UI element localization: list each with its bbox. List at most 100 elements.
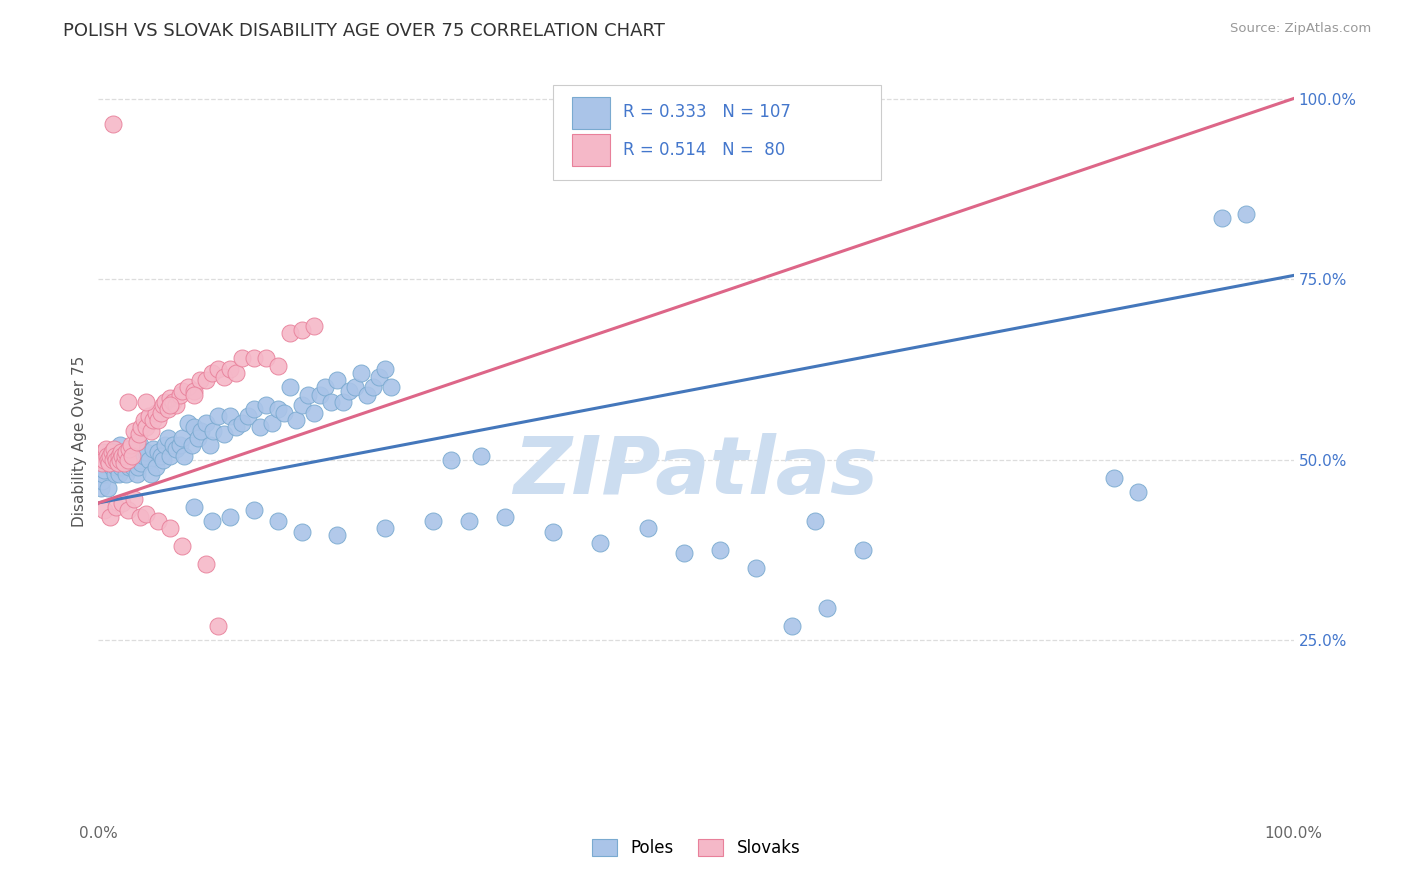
Point bbox=[273, 406, 295, 420]
Point bbox=[350, 366, 373, 380]
Point bbox=[118, 442, 141, 456]
Point bbox=[110, 445, 132, 459]
FancyBboxPatch shape bbox=[553, 85, 882, 180]
Point bbox=[152, 399, 174, 413]
Point bbox=[139, 467, 162, 481]
Point bbox=[815, 600, 838, 615]
Point bbox=[177, 380, 200, 394]
Point bbox=[142, 413, 165, 427]
Y-axis label: Disability Age Over 75: Disability Age Over 75 bbox=[72, 356, 87, 527]
Point bbox=[110, 459, 132, 474]
Point bbox=[231, 351, 253, 366]
Point bbox=[149, 406, 172, 420]
Point bbox=[165, 399, 187, 413]
Point bbox=[117, 394, 139, 409]
Point bbox=[374, 521, 396, 535]
Point bbox=[91, 475, 114, 489]
Point bbox=[267, 514, 290, 528]
Text: R = 0.333   N = 107: R = 0.333 N = 107 bbox=[623, 103, 792, 120]
Point bbox=[267, 402, 290, 417]
Point bbox=[368, 369, 391, 384]
Text: R = 0.514   N =  80: R = 0.514 N = 80 bbox=[623, 141, 786, 159]
Point bbox=[243, 402, 266, 417]
Point bbox=[315, 380, 337, 394]
Point bbox=[138, 409, 160, 424]
Point bbox=[115, 445, 138, 459]
Point bbox=[709, 542, 731, 557]
Point bbox=[93, 452, 115, 467]
Point bbox=[494, 510, 516, 524]
Point bbox=[91, 456, 114, 470]
Point bbox=[201, 366, 224, 380]
Point bbox=[363, 380, 385, 394]
Point bbox=[111, 496, 134, 510]
Point bbox=[94, 452, 117, 467]
Point bbox=[165, 442, 187, 456]
Point bbox=[254, 399, 277, 413]
Point bbox=[120, 438, 142, 452]
Point bbox=[128, 427, 150, 442]
Point bbox=[107, 456, 129, 470]
Point bbox=[97, 482, 120, 496]
Text: Source: ZipAtlas.com: Source: ZipAtlas.com bbox=[1230, 22, 1371, 36]
Point bbox=[188, 373, 211, 387]
Text: ZIPatlas: ZIPatlas bbox=[513, 433, 879, 511]
Point bbox=[219, 510, 242, 524]
Point bbox=[118, 459, 141, 474]
Point bbox=[637, 521, 659, 535]
Point bbox=[132, 449, 155, 463]
Point bbox=[374, 362, 396, 376]
Point bbox=[162, 394, 184, 409]
Text: POLISH VS SLOVAK DISABILITY AGE OVER 75 CORRELATION CHART: POLISH VS SLOVAK DISABILITY AGE OVER 75 … bbox=[63, 22, 665, 40]
Point bbox=[135, 445, 157, 459]
Point bbox=[225, 420, 247, 434]
Point bbox=[470, 449, 492, 463]
Point bbox=[129, 438, 152, 452]
Point bbox=[291, 399, 314, 413]
Point bbox=[125, 434, 148, 449]
Point bbox=[108, 438, 131, 452]
Point bbox=[380, 380, 402, 394]
Point bbox=[135, 507, 157, 521]
Point bbox=[121, 445, 143, 459]
Point bbox=[100, 459, 122, 474]
Point bbox=[326, 528, 349, 542]
Point bbox=[90, 482, 112, 496]
Point bbox=[159, 391, 181, 405]
Point bbox=[124, 449, 146, 463]
Point bbox=[254, 351, 277, 366]
Point bbox=[114, 456, 136, 470]
Point bbox=[129, 510, 152, 524]
Point bbox=[198, 438, 221, 452]
Point bbox=[231, 417, 253, 431]
Point bbox=[1104, 470, 1126, 484]
Point bbox=[135, 394, 157, 409]
Point bbox=[852, 542, 875, 557]
Point bbox=[121, 449, 143, 463]
Point bbox=[159, 449, 181, 463]
Point bbox=[96, 456, 118, 470]
Point bbox=[291, 524, 314, 539]
Point bbox=[219, 409, 242, 424]
Point bbox=[356, 387, 378, 401]
Point bbox=[236, 409, 259, 424]
Point bbox=[96, 449, 118, 463]
Point bbox=[101, 117, 124, 131]
Point bbox=[260, 417, 283, 431]
Point bbox=[159, 399, 181, 413]
Point bbox=[177, 417, 200, 431]
Point bbox=[103, 442, 125, 456]
Point bbox=[101, 452, 124, 467]
Point bbox=[103, 445, 125, 459]
FancyBboxPatch shape bbox=[572, 97, 610, 129]
Point bbox=[152, 452, 174, 467]
Point bbox=[169, 387, 191, 401]
Point bbox=[148, 413, 170, 427]
Point bbox=[135, 420, 157, 434]
Point bbox=[458, 514, 481, 528]
Point bbox=[145, 459, 167, 474]
Point bbox=[440, 452, 463, 467]
Point bbox=[278, 380, 301, 394]
Point bbox=[804, 514, 827, 528]
Point bbox=[225, 366, 247, 380]
